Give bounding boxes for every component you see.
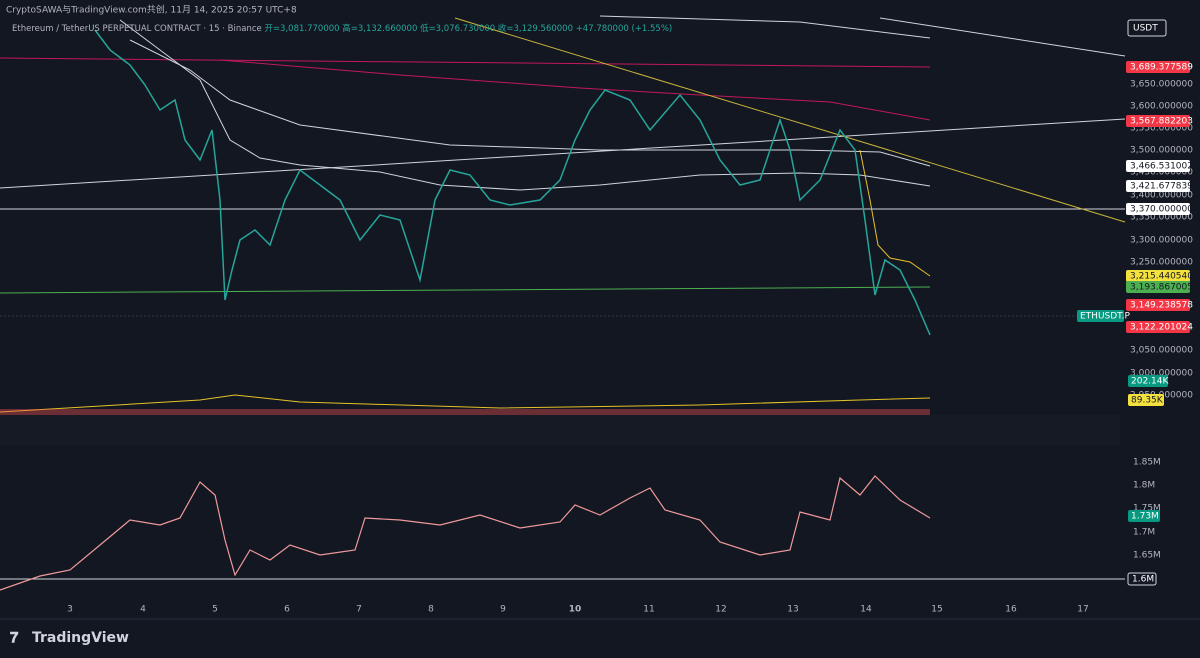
- indicator-level-label: 1.6M: [1132, 575, 1154, 585]
- price-marker: [1126, 203, 1190, 215]
- x-label: 7: [356, 605, 362, 615]
- level-green: [0, 286, 931, 294]
- x-label: 9: [500, 605, 506, 615]
- price-label: 3,550.000000: [1130, 124, 1193, 134]
- logo: 𝟕: [10, 629, 19, 647]
- x-label: 14: [860, 605, 872, 615]
- volume-ma-tag-box: [1128, 394, 1164, 406]
- price-marker-label: 3,567.882203: [1130, 117, 1193, 127]
- change: +47.780000 (+1.55%): [576, 24, 673, 34]
- indicator-label: 1.85M: [1133, 458, 1161, 468]
- close: 收=3,129.560000: [498, 23, 573, 34]
- ma-white2: [129, 39, 931, 167]
- price-label: 3,600.000000: [1130, 102, 1193, 112]
- volume-tag: 202.14K: [1131, 377, 1169, 387]
- indicator-level-box: [1127, 572, 1157, 586]
- price-marker: [1126, 115, 1190, 127]
- symbol-tag: ETHUSDT.P: [1080, 312, 1130, 322]
- high: 高=3,132.660000: [342, 23, 417, 34]
- x-label: 4: [140, 605, 146, 615]
- price-marker: [1126, 180, 1190, 192]
- price-marker: [1126, 299, 1190, 311]
- vwap: [859, 149, 931, 277]
- x-label: 13: [787, 605, 798, 615]
- x-label: 10: [569, 605, 582, 615]
- price-marker: [1126, 61, 1190, 73]
- currency[interactable]: USDT: [1133, 24, 1158, 34]
- symbol-tag-box: [1077, 310, 1124, 322]
- symbol: Ethereum / TetherUS PERPETUAL CONTRACT ·…: [12, 24, 262, 34]
- x-label: 11: [643, 605, 654, 615]
- x-label: 3: [67, 605, 73, 615]
- pane-gap: [0, 415, 1120, 445]
- ma-red2: [219, 59, 931, 121]
- ohlc-line: Ethereum / TetherUS PERPETUAL CONTRACT ·…: [12, 23, 672, 34]
- low: 低=3,076.730000: [420, 23, 495, 34]
- x-label: 12: [715, 605, 726, 615]
- brand: TradingView: [32, 630, 129, 646]
- indicator-path: [0, 475, 931, 591]
- price-path: [94, 29, 931, 336]
- currency-box[interactable]: [1127, 19, 1167, 37]
- x-label: 17: [1077, 605, 1088, 615]
- trend-white2: [0, 118, 1126, 189]
- price-marker-label: 3,421.677839: [1130, 182, 1193, 192]
- price-marker: [1126, 270, 1190, 282]
- volume-ma: [0, 394, 931, 413]
- volume-ma-tag: 89.35K: [1131, 396, 1164, 406]
- trend-white: [879, 17, 1126, 57]
- ma-white: [119, 19, 931, 191]
- x-label: 5: [212, 605, 218, 615]
- indicator-label: 1.7M: [1133, 528, 1155, 538]
- price-label: 3,250.000000: [1130, 258, 1193, 268]
- indicator-current: 1.73M: [1131, 512, 1159, 522]
- price-marker: [1126, 281, 1190, 293]
- price-label: 3,350.000000: [1130, 213, 1193, 223]
- volume-tag-box: [1128, 375, 1168, 387]
- open: 开=3,081.770000: [264, 24, 339, 34]
- price-marker-label: 3,466.531002: [1130, 162, 1193, 172]
- credit: CryptoSAWA与TradingView.com共创, 11月 14, 20…: [6, 4, 297, 16]
- price-marker: [1126, 160, 1190, 172]
- price-label: 3,050.000000: [1130, 346, 1193, 356]
- indicator-current-box: [1128, 510, 1160, 522]
- x-label: 15: [931, 605, 942, 615]
- price-label: 3,650.000000: [1130, 80, 1193, 90]
- indicator-label: 1.8M: [1133, 481, 1155, 491]
- price-label: 3,000.000000: [1130, 369, 1193, 379]
- indicator-label: 1.75M: [1133, 504, 1161, 514]
- ma-red: [0, 57, 931, 68]
- price-label: 3,400.000000: [1130, 191, 1193, 201]
- price-marker-label: 3,149.238578: [1130, 301, 1193, 311]
- price-label: 3,450.000000: [1130, 168, 1193, 178]
- chart-drawing: [0, 15, 1126, 591]
- price-label: 3,500.000000: [1130, 146, 1193, 156]
- price-label: 3,300.000000: [1130, 236, 1193, 246]
- price-marker-label: 3,689.377589: [1130, 63, 1193, 73]
- x-label: 6: [284, 605, 290, 615]
- trend-yellow: [454, 17, 1126, 223]
- ma-white3: [599, 15, 931, 39]
- price-marker: [1126, 321, 1190, 333]
- indicator-label: 1.65M: [1133, 551, 1161, 561]
- x-label: 8: [428, 605, 434, 615]
- price-marker-label: 3,122.201024: [1130, 323, 1193, 333]
- price-marker-label: 3,370.000000: [1130, 205, 1193, 215]
- x-label: 16: [1005, 605, 1017, 615]
- price-marker-label: 3,215.440540: [1130, 272, 1193, 282]
- axes: 3,650.000000 3,600.000000 3,550.000000 3,50…: [67, 61, 1193, 615]
- price-marker-label: 3,193.867005: [1130, 283, 1193, 293]
